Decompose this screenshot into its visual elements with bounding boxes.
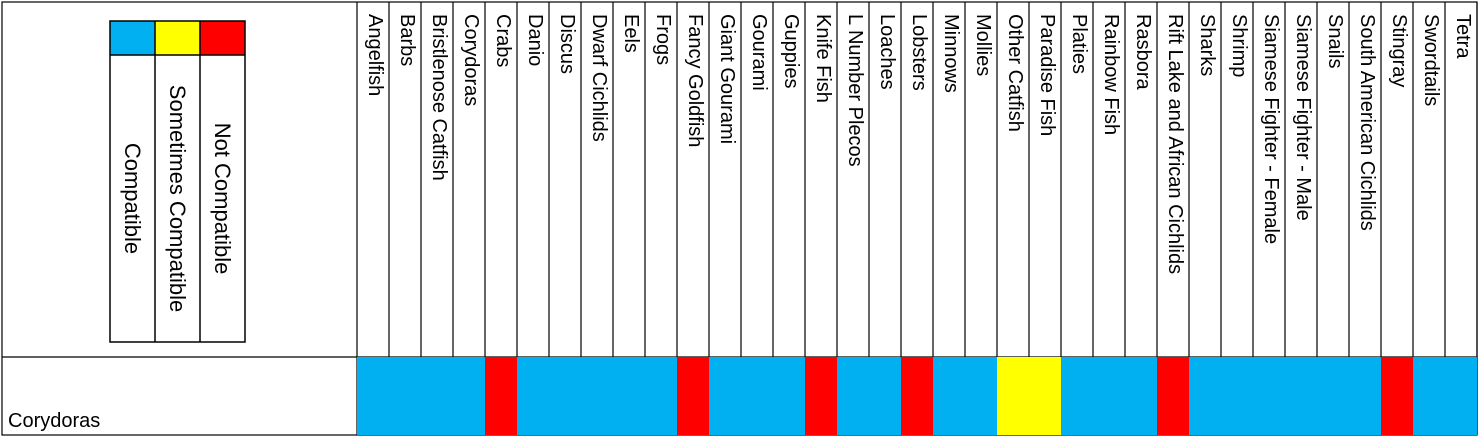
cell-angelfish (357, 357, 389, 435)
legend-swatch-sometimes (155, 21, 200, 55)
legend-swatch-compatible (110, 21, 155, 55)
column-header: Giant Gourami (716, 14, 738, 144)
cell-sharks (1189, 357, 1221, 435)
column-header: Danio (524, 14, 546, 66)
column-header: Frogs (652, 14, 674, 65)
legend-swatch-not (200, 21, 245, 55)
cell-row (357, 357, 1477, 435)
cell-guppies (773, 357, 805, 435)
cell-crabs (485, 357, 517, 435)
cell-eels (613, 357, 645, 435)
cell-other-catfish (997, 357, 1029, 435)
column-header: Rainbow Fish (1100, 14, 1122, 135)
column-header: Shrimp (1228, 14, 1250, 77)
column-header: South American Cichlids (1356, 14, 1378, 231)
cell-shrimp (1221, 357, 1253, 435)
cell-platies (1061, 357, 1093, 435)
column-header: Swordtails (1420, 14, 1442, 106)
cell-swordtails (1413, 357, 1445, 435)
cell-siamese-fighter-female (1253, 357, 1285, 435)
column-header: Crabs (492, 14, 514, 67)
cell-giant-gourami (709, 357, 741, 435)
column-header: Paradise Fish (1036, 14, 1058, 136)
column-header: Angelfish (364, 14, 386, 96)
cell-siamese-fighter-male (1285, 357, 1317, 435)
column-header: Platies (1068, 14, 1090, 74)
cell-rift-lake-and-african-cichlids (1157, 357, 1189, 435)
cell-loaches (869, 357, 901, 435)
cell-knife-fish (805, 357, 837, 435)
cell-dwarf-cichlids (581, 357, 613, 435)
legend-label-compatible: Compatible (120, 143, 145, 254)
cell-gourami (741, 357, 773, 435)
cell-mollies (965, 357, 997, 435)
column-header: Rasbora (1132, 14, 1154, 90)
cell-tetra (1445, 357, 1477, 435)
column-header: Snails (1324, 14, 1346, 68)
column-header: L Number Plecos (844, 14, 866, 167)
legend-label-not: Not Compatible (210, 123, 235, 275)
row-label: Corydoras (8, 410, 100, 432)
cell-minnows (933, 357, 965, 435)
column-header: Gourami (748, 14, 770, 91)
cell-danio (517, 357, 549, 435)
cell-frogs (645, 357, 677, 435)
column-header: Sharks (1196, 14, 1218, 76)
column-header: Lobsters (908, 14, 930, 91)
column-headers: Angelfish Barbs Bristlenose Catfish Corydor… (364, 14, 1474, 274)
cell-paradise-fish (1029, 357, 1061, 435)
column-header: Loaches (876, 14, 898, 90)
legend-border (109, 20, 246, 343)
column-header: Barbs (396, 14, 418, 66)
column-header: Fancy Goldfish (684, 14, 706, 147)
cell-lobsters (901, 357, 933, 435)
column-header: Minnows (940, 14, 962, 93)
column-header: Stingray (1388, 14, 1410, 87)
column-header: Mollies (972, 14, 994, 76)
cell-barbs (389, 357, 421, 435)
cell-discus (549, 357, 581, 435)
cell-rainbow-fish (1093, 357, 1125, 435)
column-header: Rift Lake and African Cichlids (1164, 14, 1186, 274)
column-header: Siamese Fighter - Female (1260, 14, 1282, 244)
cell-l-number-plecos (837, 357, 869, 435)
column-header: Discus (556, 14, 578, 74)
column-header: Knife Fish (812, 14, 834, 103)
column-header: Other Catfish (1004, 14, 1026, 132)
column-header: Dwarf Cichlids (588, 14, 610, 142)
cell-snails (1317, 357, 1349, 435)
column-header: Corydoras (460, 14, 482, 106)
column-header: Bristlenose Catfish (428, 14, 450, 181)
column-header: Siamese Fighter - Male (1292, 14, 1314, 221)
cell-rasbora (1125, 357, 1157, 435)
column-header: Tetra (1452, 14, 1474, 59)
cell-south-american-cichlids (1349, 357, 1381, 435)
legend: Compatible Sometimes Compatible Not Compat… (109, 20, 246, 343)
column-header: Eels (620, 14, 642, 53)
cell-stingray (1381, 357, 1413, 435)
legend-label-sometimes: Sometimes Compatible (165, 85, 190, 312)
cell-corydoras (453, 357, 485, 435)
cell-fancy-goldfish (677, 357, 709, 435)
cell-bristlenose-catfish (421, 357, 453, 435)
column-header: Guppies (780, 14, 802, 89)
